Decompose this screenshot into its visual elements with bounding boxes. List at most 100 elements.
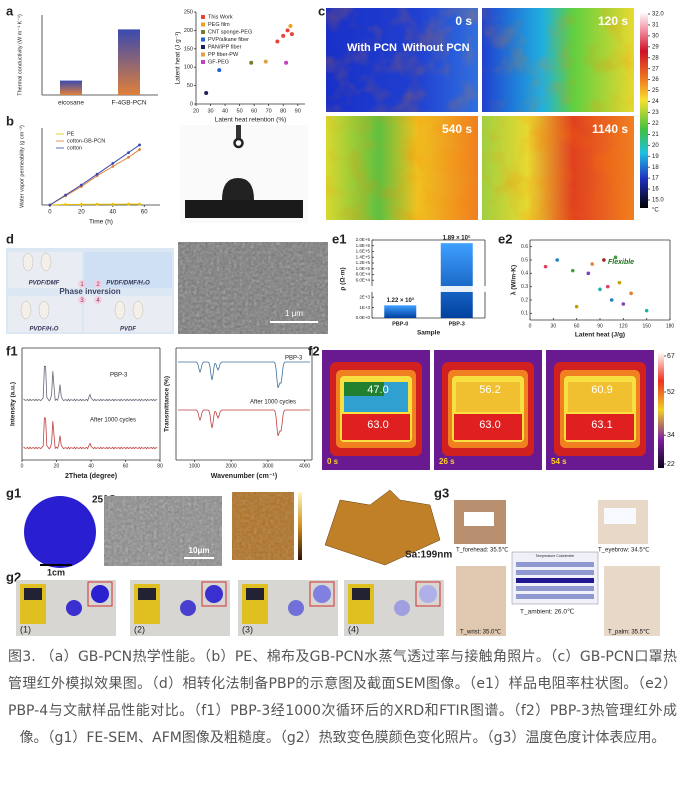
colorbar-tick-label: 24 xyxy=(652,99,659,105)
colorbar-tick-label: 19 xyxy=(652,154,659,160)
sem-texture xyxy=(104,496,222,566)
point xyxy=(629,291,633,296)
y-tick-label: 0.0E+0 xyxy=(356,315,371,320)
y-tick-label: 1.8E+5 xyxy=(356,243,371,248)
colorbar-tick-label: 27 xyxy=(652,66,659,72)
point xyxy=(138,202,141,206)
point xyxy=(605,284,610,289)
point xyxy=(570,268,575,273)
thermal-zone xyxy=(344,382,384,396)
colorbar-tick-label: 22 xyxy=(652,121,659,127)
y-tick-label: 0.1 xyxy=(521,311,528,317)
x-tick-label: 30 xyxy=(551,323,557,329)
colorbar-tick-label: 16 xyxy=(652,187,659,193)
curve xyxy=(178,361,310,389)
y-tick-label: 200 xyxy=(184,28,193,34)
temp-label: 56.2 xyxy=(479,384,500,396)
panel-label: d xyxy=(6,231,14,246)
point xyxy=(138,148,141,151)
figure-caption: 图3. （a）GB-PCN热学性能。（b）PE、棉布及GB-PCN水蒸气透过率与… xyxy=(8,649,677,746)
x-tick-label: eicosane xyxy=(58,100,84,107)
strip xyxy=(604,508,636,524)
panel-label: g3 xyxy=(434,485,449,500)
point xyxy=(289,32,294,37)
panel-label: c xyxy=(318,3,325,18)
x-axis-label: Wavenumber (cm⁻¹) xyxy=(211,473,277,480)
point xyxy=(281,33,286,38)
colorbar-tick-label: 25 xyxy=(652,88,659,94)
point xyxy=(48,203,52,207)
point xyxy=(79,202,83,206)
colorbar xyxy=(658,352,664,468)
label: After 1000 cycles xyxy=(250,400,296,406)
point xyxy=(609,298,614,302)
step-label: (1) xyxy=(20,624,31,634)
panel-label: f2 xyxy=(308,343,320,358)
point xyxy=(285,28,290,33)
legend-swatch xyxy=(201,60,205,64)
colorbar-tick-label: 67 xyxy=(667,353,675,360)
point xyxy=(111,162,115,165)
value-label: 1.89 × 10⁵ xyxy=(443,236,471,242)
sample xyxy=(22,252,34,272)
sem-texture xyxy=(178,242,328,334)
curve xyxy=(23,365,158,402)
thermal-zone xyxy=(454,414,522,440)
legend-entry: PEG film xyxy=(208,22,230,28)
colorbar xyxy=(640,12,648,208)
scale-label: 1 μm xyxy=(285,309,303,318)
annotation: With PCN xyxy=(347,42,397,54)
legend-entry: GF-PEG xyxy=(208,59,229,65)
point xyxy=(598,287,602,292)
x-tick-label: 40 xyxy=(109,210,116,216)
y-tick-label: 0.5 xyxy=(521,257,528,263)
point xyxy=(111,165,115,168)
thermometer-screen xyxy=(138,588,156,600)
film xyxy=(288,600,304,616)
legend-entry: CNT sponge-PEG xyxy=(208,29,252,35)
legend-swatch xyxy=(201,37,205,42)
time-label: 540 s xyxy=(442,122,472,136)
y-tick-label: 0.4 xyxy=(521,271,528,277)
annotation: Without PCN xyxy=(402,42,469,54)
inset-frame xyxy=(309,581,335,607)
droplet xyxy=(222,178,254,200)
legend-entry: cotton-GB-PCN xyxy=(67,138,105,144)
substrate xyxy=(185,200,303,218)
thermal-zone xyxy=(342,414,410,440)
x-tick-label: PBP-0 xyxy=(392,321,408,327)
colorbar-unit: °C xyxy=(652,208,659,214)
x-tick-label: 20 xyxy=(78,210,85,216)
point xyxy=(64,203,67,206)
y-tick-label: 6.0E+4 xyxy=(356,277,371,282)
y-tick-label: 0.2 xyxy=(521,297,528,303)
table-row xyxy=(516,570,594,575)
legend-swatch xyxy=(201,45,205,49)
x-tick-label: 120 xyxy=(619,323,628,329)
panel-label: g1 xyxy=(6,485,21,500)
scale-label: 10μm xyxy=(189,546,210,555)
step-badge xyxy=(94,280,102,288)
label: 2 xyxy=(96,282,100,288)
y-tick-label: 100 xyxy=(184,65,193,71)
colorbar-tick-label: 28 xyxy=(652,55,659,61)
panel-label: e2 xyxy=(498,231,512,246)
point xyxy=(275,39,280,44)
afm-3d xyxy=(324,489,441,566)
curve xyxy=(23,417,158,450)
point xyxy=(217,68,222,73)
colorbar-tick-label: 29 xyxy=(652,44,659,50)
colorbar-tick-label: 26 xyxy=(652,77,659,83)
table-row xyxy=(516,594,594,599)
y-tick-label: 1E+3 xyxy=(359,305,370,310)
y-tick-label: 1.0E+5 xyxy=(356,266,371,271)
temp-label: 63.0 xyxy=(367,419,388,431)
point xyxy=(95,202,99,206)
step-badge xyxy=(94,296,102,304)
label: 3 xyxy=(80,298,84,304)
sample xyxy=(132,300,144,320)
x-tick-label: 30 xyxy=(207,108,213,114)
point xyxy=(621,302,626,306)
